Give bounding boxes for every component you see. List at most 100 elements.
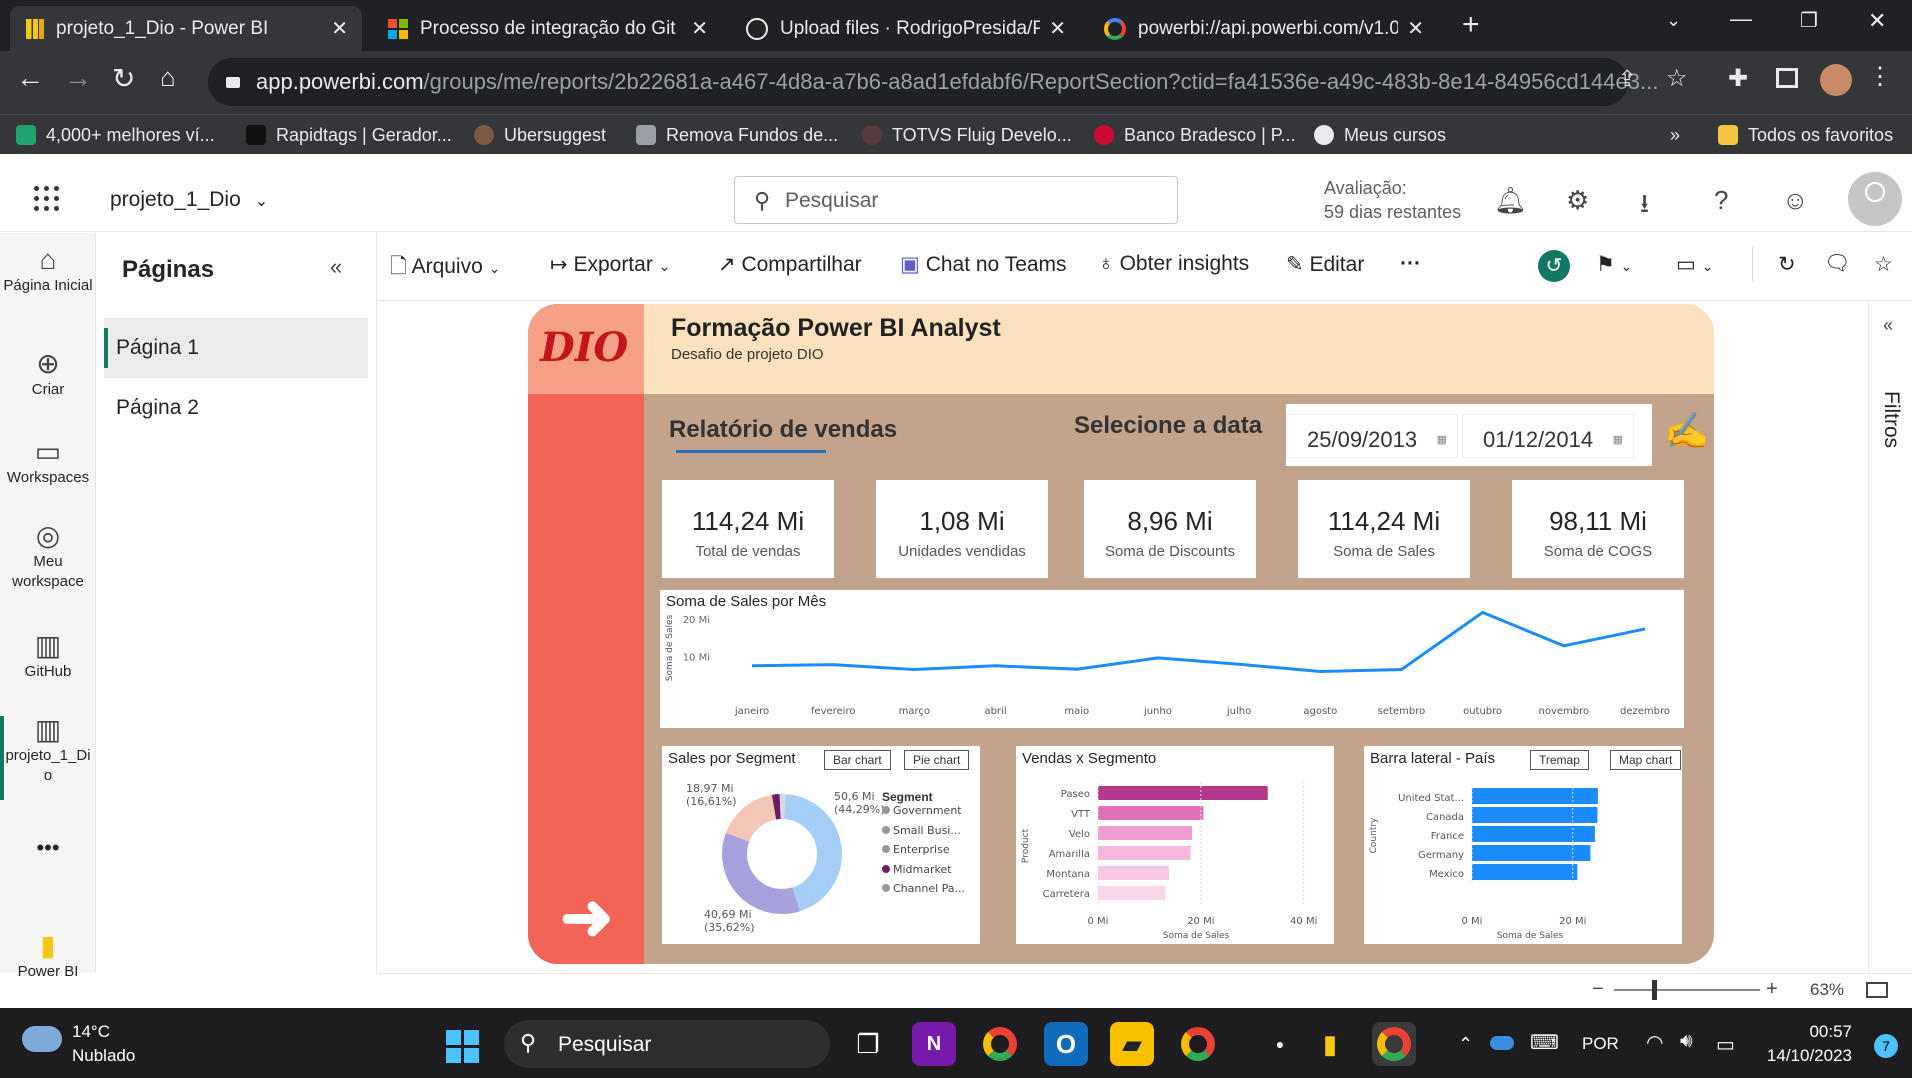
profile-avatar[interactable] <box>1820 64 1852 96</box>
date-end-input[interactable]: 01/12/2014 ▦ <box>1462 414 1634 458</box>
browser-tab-active[interactable]: projeto_1_Dio - Power BI ✕ <box>10 6 362 51</box>
zoom-slider-track[interactable] <box>1614 989 1760 991</box>
feedback-icon[interactable]: ☺ <box>1782 185 1809 215</box>
nav-create[interactable]: ⊕ Criar <box>0 350 96 400</box>
windows-start-icon[interactable] <box>446 1030 479 1063</box>
chrome-active-icon[interactable] <box>1372 1022 1416 1066</box>
close-tab-icon[interactable]: ✕ <box>1049 18 1066 40</box>
pie-chart-toggle-button[interactable]: Pie chart <box>904 750 970 770</box>
bookmark-item[interactable]: Banco Bradesco | P... <box>1094 122 1295 148</box>
expand-filters-icon[interactable]: « <box>1883 315 1894 335</box>
settings-icon[interactable]: ⚙ <box>1566 185 1590 215</box>
more-icon[interactable]: ••• <box>36 835 60 860</box>
nav-github[interactable]: ▥ GitHub <box>0 632 96 682</box>
favorite-star-icon[interactable]: ☆ <box>1874 253 1893 276</box>
reload-icon[interactable]: ↻ <box>112 63 136 94</box>
trial-status[interactable]: Avaliação: 59 dias restantes <box>1324 176 1461 224</box>
bar-chart-toggle-button[interactable]: Bar chart <box>824 750 891 770</box>
share-button[interactable]: ↗ Compartilhar <box>718 252 862 277</box>
bookmark-item[interactable]: Meus cursos <box>1314 122 1446 148</box>
minimize-icon[interactable]: — <box>1730 6 1752 31</box>
wifi-icon[interactable]: ◠ <box>1646 1032 1664 1054</box>
app-launcher-icon[interactable] <box>34 186 60 212</box>
chrome-profile-icon[interactable] <box>1176 1022 1220 1066</box>
restore-icon[interactable]: ❐ <box>1800 10 1818 32</box>
keyboard-icon[interactable]: ⌨ <box>1530 1032 1559 1054</box>
onenote-icon[interactable]: N <box>912 1022 956 1066</box>
browser-tab[interactable]: Upload files · RodrigoPresida/Pr ✕ <box>730 6 1080 51</box>
bookmark-icon[interactable]: ⚑ ⌄ <box>1596 253 1633 276</box>
legend-item[interactable]: Government <box>882 804 965 824</box>
page-item-2[interactable]: Página 2 <box>104 378 368 438</box>
volume-icon[interactable]: 🔊︎ <box>1680 1030 1693 1052</box>
refresh-icon[interactable]: ↻ <box>1778 253 1796 276</box>
forward-icon[interactable]: → <box>64 62 92 93</box>
treemap-toggle-button[interactable]: Tremap <box>1530 750 1589 770</box>
date-start-input[interactable]: 25/09/2013 ▦ <box>1286 414 1458 458</box>
teams-chat-button[interactable]: ▣ Chat no Teams <box>900 252 1067 277</box>
battery-icon[interactable]: ▭ <box>1716 1034 1735 1056</box>
tray-chevron-icon[interactable]: ⌃ <box>1458 1034 1474 1054</box>
line-chart-panel[interactable]: Soma de Sales por Mês Soma de Sales 10 Mi… <box>660 590 1684 728</box>
chrome-menu-icon[interactable]: ⋮ <box>1868 63 1892 90</box>
sticky-notes-icon[interactable]: ▰ <box>1110 1022 1154 1066</box>
insights-button[interactable]: ♁ Obter insights <box>1098 252 1249 276</box>
page-item-1[interactable]: Página 1 <box>104 318 368 378</box>
view-icon[interactable]: ▭ ⌄ <box>1676 253 1714 276</box>
calendar-icon[interactable]: ▦ <box>1612 434 1623 446</box>
language-indicator[interactable]: POR <box>1582 1034 1619 1053</box>
back-icon[interactable]: ← <box>16 62 44 93</box>
extensions-icon[interactable]: ✚ <box>1728 65 1749 92</box>
export-menu[interactable]: ↦ Exportar ⌄ <box>550 252 670 277</box>
nav-my-workspace[interactable]: ◎ Meu workspace <box>0 522 96 592</box>
side-panel-icon[interactable] <box>1776 68 1798 88</box>
comment-icon[interactable]: 🗨︎ <box>1824 252 1851 275</box>
browser-tab[interactable]: powerbi://api.powerbi.com/v1.0/ ✕ <box>1088 6 1438 51</box>
close-tab-icon[interactable]: ✕ <box>331 18 348 40</box>
close-window-icon[interactable]: ✕ <box>1868 8 1887 33</box>
legend-item[interactable]: Midmarket <box>882 863 965 883</box>
nav-workspaces[interactable]: ▭ Workspaces <box>0 438 96 488</box>
edit-button[interactable]: ✎ Editar <box>1286 252 1364 277</box>
calendar-icon[interactable]: ▦ <box>1436 434 1447 446</box>
legend-item[interactable]: Channel Pa... <box>882 882 965 902</box>
user-avatar[interactable] <box>1848 172 1902 226</box>
more-options-icon[interactable]: ··· <box>1400 252 1421 275</box>
zoom-slider-thumb[interactable] <box>1652 980 1657 1000</box>
notification-badge[interactable]: 7 <box>1874 1034 1898 1058</box>
chrome-icon[interactable] <box>978 1022 1022 1066</box>
cloud-icon[interactable] <box>22 1026 62 1052</box>
map-chart-toggle-button[interactable]: Map chart <box>1610 750 1682 770</box>
fit-to-page-icon[interactable] <box>1866 982 1888 998</box>
workspace-selector[interactable]: projeto_1_Dio ⌄ <box>110 188 268 212</box>
onedrive-icon[interactable] <box>1490 1036 1514 1050</box>
home-icon[interactable]: ⌂ <box>160 62 176 92</box>
nav-home[interactable]: ⌂ Página Inicial <box>0 246 96 296</box>
help-icon[interactable]: ? <box>1714 185 1729 215</box>
lock-icon[interactable] <box>226 70 240 88</box>
url-text[interactable]: app.powerbi.com/groups/me/reports/2b2268… <box>256 69 1658 95</box>
file-menu[interactable]: 🗋︎ Arquivo ⌄ <box>390 252 500 287</box>
country-bar-chart-panel[interactable]: Barra lateral - País Tremap Map chart Co… <box>1364 746 1682 944</box>
zoom-in-icon[interactable]: + <box>1766 978 1778 1000</box>
notifications-icon[interactable]: 🔔︎ <box>1494 185 1528 215</box>
reset-icon[interactable]: ↺ <box>1538 250 1570 282</box>
collapse-pane-icon[interactable]: « <box>330 254 343 279</box>
new-tab-icon[interactable]: + <box>1462 8 1480 41</box>
download-icon[interactable]: ⭳ <box>1640 188 1650 218</box>
product-bar-chart-panel[interactable]: Vendas x Segmento Product Paseo VTT Velo Ama… <box>1016 746 1334 944</box>
next-page-arrow-icon[interactable]: ➜ <box>560 881 614 953</box>
close-tab-icon[interactable]: ✕ <box>691 18 708 40</box>
outlook-icon[interactable]: O <box>1044 1022 1088 1066</box>
recording-dot-icon[interactable]: ● <box>1275 1036 1285 1052</box>
bookmark-item[interactable]: Rapidtags | Gerador... <box>246 122 452 148</box>
donut-chart-panel[interactable]: Sales por Segment Bar chart Pie chart 18… <box>662 746 980 944</box>
nav-powerbi[interactable]: ▮ Power BI <box>0 932 96 982</box>
close-tab-icon[interactable]: ✕ <box>1407 18 1424 40</box>
edit-note-icon[interactable]: ✍ <box>1664 410 1709 451</box>
bookmark-item[interactable]: 4,000+ melhores ví... <box>16 122 215 148</box>
nav-current-report[interactable]: ▥ projeto_1_Dio <box>0 716 96 786</box>
bookmark-item[interactable]: TOTVS Fluig Develo... <box>862 122 1072 148</box>
all-bookmarks-folder[interactable]: Todos os favoritos <box>1718 122 1893 148</box>
legend-item[interactable]: Small Busi... <box>882 824 965 844</box>
